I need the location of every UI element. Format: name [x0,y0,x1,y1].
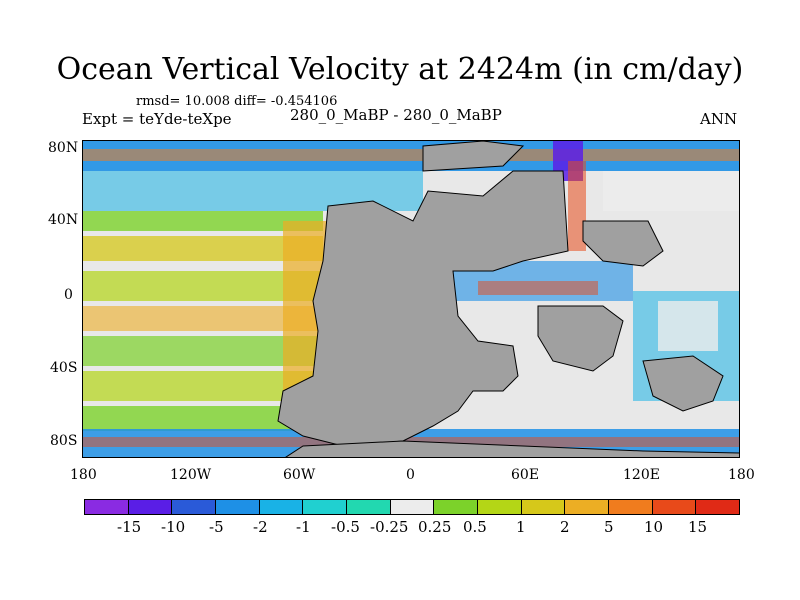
colorbar-label: 0.5 [463,518,487,536]
colorbar-label: -15 [117,518,142,536]
colorbar-label: 5 [604,518,614,536]
lat-label-40s: 40S [50,360,78,376]
lon-label-120e: 120E [623,467,660,483]
period-label: 280_0_MaBP - 280_0_MaBP [290,106,502,124]
colorbar-label: -1 [296,518,311,536]
stats-text: rmsd= 10.008 diff= -0.454106 [136,94,338,109]
colorbar-box [259,500,304,514]
map-canvas [83,141,739,457]
colorbar-box [303,500,348,514]
colorbar-box [521,500,566,514]
colorbar-box [128,500,173,514]
experiment-label: Expt = teYde-teXpe [82,110,232,128]
lat-label-80n: 80N [48,140,79,156]
colorbar-box [652,500,697,514]
colorbar-label: -0.5 [331,518,360,536]
lat-label-40n: 40N [48,212,79,228]
map-plot-area [82,140,740,458]
lon-label-0: 0 [406,467,415,483]
map-title: Ocean Vertical Velocity at 2424m (in cm/… [56,52,744,87]
colorbar-label: 0.25 [418,518,452,536]
colorbar-label: 15 [688,518,708,536]
lat-label-0: 0 [64,287,73,303]
colorbar-box [347,500,391,514]
colorbar-box [609,500,653,514]
lon-label-60e: 60E [511,467,540,483]
colorbar-label: -2 [253,518,268,536]
lon-label-60w: 60W [283,467,316,483]
colorbar-label: -0.25 [370,518,409,536]
colorbar [84,499,740,515]
colorbar-box [216,500,260,514]
colorbar-label: -5 [209,518,224,536]
season-label: ANN [700,110,738,128]
colorbar-box [696,500,740,514]
colorbar-label: 10 [644,518,664,536]
colorbar-box [172,500,217,514]
colorbar-box [434,500,479,514]
colorbar-label: 2 [560,518,570,536]
colorbar-box [390,500,435,514]
colorbar-box [85,500,129,514]
lon-label-180w: 180 [70,467,97,483]
colorbar-label: 1 [516,518,526,536]
lat-label-80s: 80S [50,433,78,449]
lon-label-120w: 120W [170,467,212,483]
colorbar-box [565,500,610,514]
lon-label-180e: 180 [728,467,755,483]
colorbar-box [478,500,522,514]
colorbar-label: -10 [161,518,186,536]
